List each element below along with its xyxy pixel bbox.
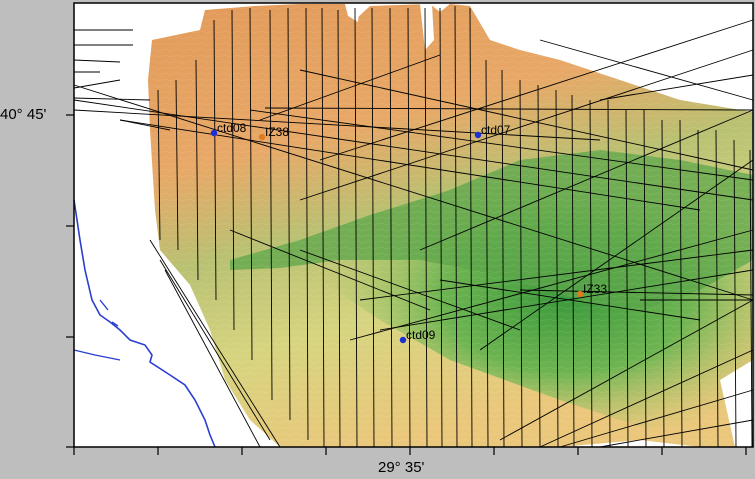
data-gap xyxy=(500,4,753,80)
track-line xyxy=(269,9,273,401)
track-line xyxy=(175,79,179,251)
track-line xyxy=(249,7,253,361)
track-line xyxy=(607,99,611,448)
track-line xyxy=(259,54,441,121)
track-line xyxy=(359,249,754,301)
track-line xyxy=(519,289,754,296)
track-line xyxy=(679,119,683,448)
track-line xyxy=(625,109,629,448)
latitude-label: 40° 45' xyxy=(0,106,47,123)
track-line xyxy=(555,89,559,448)
track-line xyxy=(379,269,754,331)
track-line xyxy=(287,7,291,421)
track-line xyxy=(249,109,754,181)
longitude-label: 29° 35' xyxy=(378,459,425,476)
station-label-iz33: IZ33 xyxy=(583,282,607,296)
track-line xyxy=(149,239,281,448)
track-line xyxy=(537,84,541,448)
track-line xyxy=(469,7,473,448)
station-label-iz38: IZ38 xyxy=(265,125,289,139)
coastline-island xyxy=(73,299,121,361)
survey-track-lines xyxy=(73,5,754,448)
track-line xyxy=(195,59,199,281)
map-frame xyxy=(73,2,754,448)
track-line xyxy=(454,5,458,448)
track-line xyxy=(539,39,754,101)
track-line xyxy=(73,79,121,89)
track-line xyxy=(299,69,754,171)
track-line xyxy=(439,279,701,321)
data-gap xyxy=(345,4,360,22)
track-line xyxy=(213,19,217,301)
station-marker-iz38[interactable] xyxy=(258,133,266,141)
track-line xyxy=(299,49,754,201)
track-line xyxy=(479,159,754,351)
track-line xyxy=(231,9,235,331)
station-label-ctd07: ctd07 xyxy=(481,123,511,137)
track-line xyxy=(337,9,341,448)
station-markers: ctd08 IZ38 ctd07 IZ33 ctd09 xyxy=(210,121,607,344)
track-line xyxy=(229,229,431,311)
track-line xyxy=(305,7,309,441)
track-line xyxy=(299,249,521,331)
station-marker-ctd07[interactable] xyxy=(474,131,482,139)
track-line xyxy=(349,229,754,341)
coastline xyxy=(73,199,216,448)
track-line xyxy=(164,269,261,448)
track-line xyxy=(661,119,665,448)
data-gap xyxy=(420,4,434,50)
track-line xyxy=(571,94,575,448)
track-line xyxy=(354,7,358,448)
station-marker-iz33[interactable] xyxy=(576,290,584,298)
track-line xyxy=(539,349,754,448)
station-marker-ctd08[interactable] xyxy=(210,129,218,137)
track-line xyxy=(371,7,375,448)
track-line xyxy=(321,7,325,448)
track-line xyxy=(407,7,411,448)
track-line xyxy=(264,107,754,111)
track-line xyxy=(733,139,737,448)
track-line xyxy=(119,119,701,211)
track-line xyxy=(159,259,271,441)
track-line xyxy=(424,7,428,448)
track-line xyxy=(559,389,754,448)
track-line xyxy=(519,79,523,448)
track-line xyxy=(73,97,151,101)
track-line xyxy=(73,109,601,141)
axis-ticks xyxy=(66,114,747,455)
data-gap xyxy=(720,360,753,447)
track-line xyxy=(389,7,393,448)
track-line xyxy=(599,419,754,448)
station-marker-ctd09[interactable] xyxy=(399,336,407,344)
track-line xyxy=(439,7,443,448)
station-label-ctd09: ctd09 xyxy=(406,328,436,342)
track-line xyxy=(419,109,754,251)
track-line xyxy=(599,74,754,101)
track-line xyxy=(697,129,701,448)
track-line xyxy=(485,59,489,448)
track-line xyxy=(319,19,754,161)
track-line xyxy=(73,59,121,63)
station-label-ctd08: ctd08 xyxy=(217,121,247,135)
track-line xyxy=(119,119,171,131)
track-line xyxy=(499,299,754,441)
track-line xyxy=(643,109,647,448)
